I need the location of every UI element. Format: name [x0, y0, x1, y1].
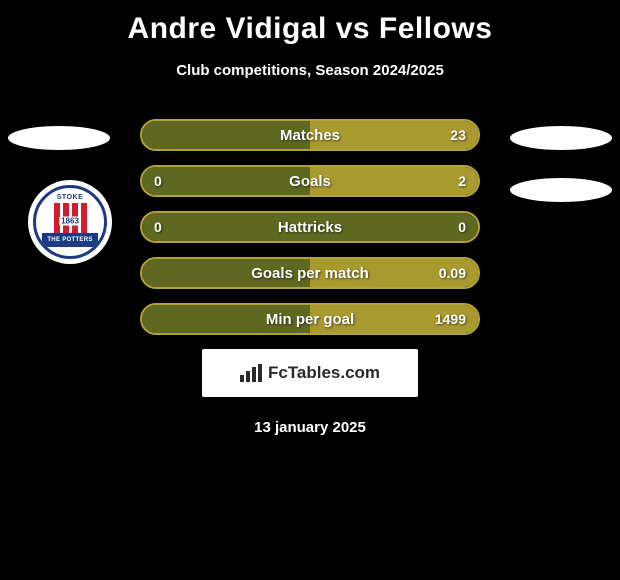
- stat-row: Goals per match 0.09: [140, 257, 480, 289]
- stat-row: Min per goal 1499: [140, 303, 480, 335]
- stat-row: 0 Goals 2: [140, 165, 480, 197]
- page-title: Andre Vidigal vs Fellows: [0, 0, 620, 46]
- stat-right-value: 0.09: [439, 265, 466, 281]
- brand-box: FcTables.com: [202, 349, 418, 397]
- stat-fill-right: [310, 167, 478, 195]
- stat-row: 0 Hattricks 0: [140, 211, 480, 243]
- stat-label: Hattricks: [278, 219, 342, 236]
- stat-label: Goals per match: [251, 265, 369, 282]
- stat-right-value: 2: [458, 173, 466, 189]
- stat-left-value: 0: [154, 219, 162, 235]
- page-subtitle: Club competitions, Season 2024/2025: [0, 62, 620, 79]
- stat-label: Matches: [280, 127, 340, 144]
- stat-row: Matches 23: [140, 119, 480, 151]
- stat-right-value: 0: [458, 219, 466, 235]
- stat-right-value: 23: [450, 127, 466, 143]
- stat-right-value: 1499: [435, 311, 466, 327]
- stat-label: Min per goal: [266, 311, 354, 328]
- brand-text: FcTables.com: [268, 363, 380, 383]
- stat-label: Goals: [289, 173, 331, 190]
- brand-bars-icon: [240, 364, 262, 382]
- stat-left-value: 0: [154, 173, 162, 189]
- stats-container: Matches 23 0 Goals 2 0 Hattricks 0 Goals per mat…: [0, 119, 620, 335]
- date-text: 13 january 2025: [0, 419, 620, 436]
